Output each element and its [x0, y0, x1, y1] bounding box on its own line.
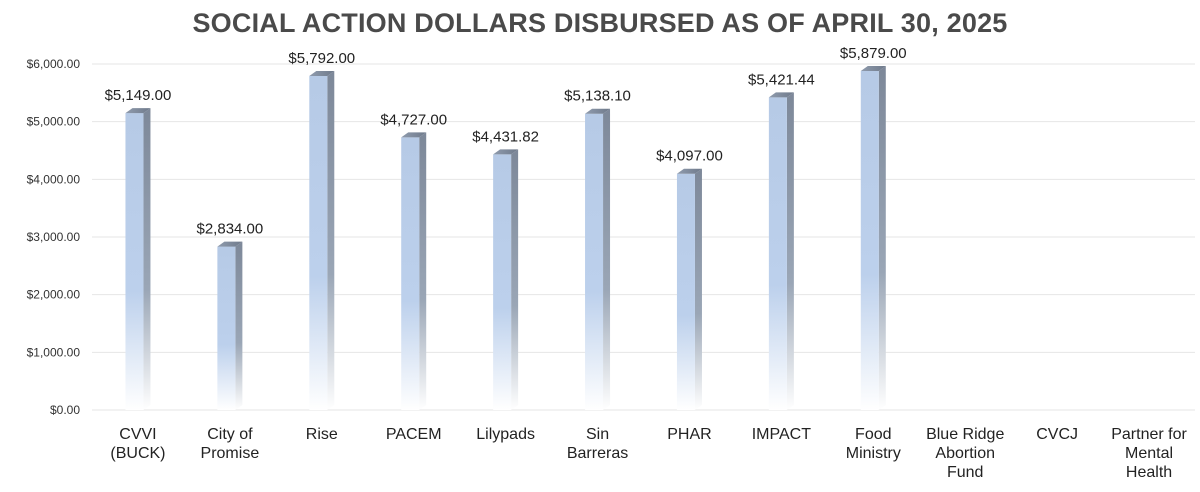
x-tick-label: Blue Ridge Abortion Fund: [926, 426, 1004, 481]
bar-front: [860, 70, 879, 411]
bar: [125, 108, 151, 410]
bar-front: [401, 137, 420, 410]
bar: [860, 65, 886, 411]
data-label: $5,792.00: [288, 50, 355, 67]
bar-front: [125, 113, 144, 410]
bar: [676, 168, 702, 410]
y-tick-label: $5,000.00: [27, 115, 81, 129]
x-tick-label: Lilypads: [476, 426, 535, 443]
data-label: $4,097.00: [656, 148, 723, 165]
y-tick-label: $3,000.00: [27, 230, 81, 244]
bar-side: [511, 149, 519, 411]
data-label: $4,431.82: [472, 128, 539, 145]
bar-top: [585, 108, 611, 114]
bar-top: [217, 241, 243, 247]
bar: [217, 241, 243, 410]
bar-top: [676, 168, 702, 174]
data-label: $4,727.00: [380, 111, 447, 128]
bar-side: [603, 108, 611, 411]
bar-side: [235, 241, 243, 410]
bar-top: [309, 70, 335, 76]
bar-top: [768, 92, 794, 98]
x-axis: CVVI (BUCK) City of Promise Rise PACEM Lilypad…: [110, 426, 1187, 481]
y-tick-label: $1,000.00: [27, 345, 81, 359]
bar-top: [125, 108, 151, 114]
y-tick-label: $0.00: [50, 403, 80, 417]
x-tick-label: IMPACT: [752, 426, 811, 443]
bar-front: [493, 154, 512, 410]
bar-side: [143, 108, 151, 410]
x-tick-label: City of Promise: [201, 426, 260, 462]
bar: [401, 132, 427, 410]
bars: [125, 65, 886, 411]
bar-front: [676, 173, 695, 410]
bar-front: [768, 97, 787, 411]
bar-top: [493, 149, 519, 155]
x-tick-label: PACEM: [386, 426, 442, 443]
bar: [493, 149, 519, 411]
data-label: $2,834.00: [197, 221, 264, 238]
x-tick-label: PHAR: [667, 426, 711, 443]
bar-top: [401, 132, 427, 138]
bar-side: [786, 92, 794, 411]
y-tick-label: $4,000.00: [27, 172, 81, 186]
x-tick-label: Food Ministry: [846, 426, 901, 462]
x-tick-label: CVCJ: [1036, 426, 1078, 443]
data-label: $5,879.00: [840, 45, 907, 62]
bar-side: [419, 132, 427, 410]
bar: [768, 92, 794, 411]
bar-front: [309, 75, 328, 411]
data-label: $5,149.00: [105, 87, 172, 104]
bar: [585, 108, 611, 411]
x-tick-label: Sin Barreras: [567, 426, 628, 462]
data-label: $5,138.10: [564, 88, 631, 105]
bar: [309, 70, 335, 411]
bar-front: [217, 246, 236, 410]
y-tick-label: $2,000.00: [27, 288, 81, 302]
bar-top: [860, 65, 886, 71]
data-labels: $5,149.00 $2,834.00 $5,792.00 $4,727.00 $4,4…: [105, 45, 907, 238]
y-axis: $0.00 $1,000.00 $2,000.00 $3,000.00 $4,000.0…: [27, 57, 81, 417]
data-label: $5,421.44: [748, 71, 815, 88]
y-tick-label: $6,000.00: [27, 57, 81, 71]
x-tick-label: Partner for Mental Health: [1111, 426, 1187, 481]
x-tick-label: CVVI (BUCK): [110, 426, 165, 462]
chart-title: SOCIAL ACTION DOLLARS DISBURSED AS OF AP…: [192, 8, 1008, 38]
bar-side: [694, 168, 702, 410]
bar-side: [327, 70, 335, 411]
bar-front: [585, 113, 604, 410]
bar-side: [878, 65, 886, 411]
gridlines: [92, 63, 1195, 411]
x-tick-label: Rise: [306, 426, 338, 443]
